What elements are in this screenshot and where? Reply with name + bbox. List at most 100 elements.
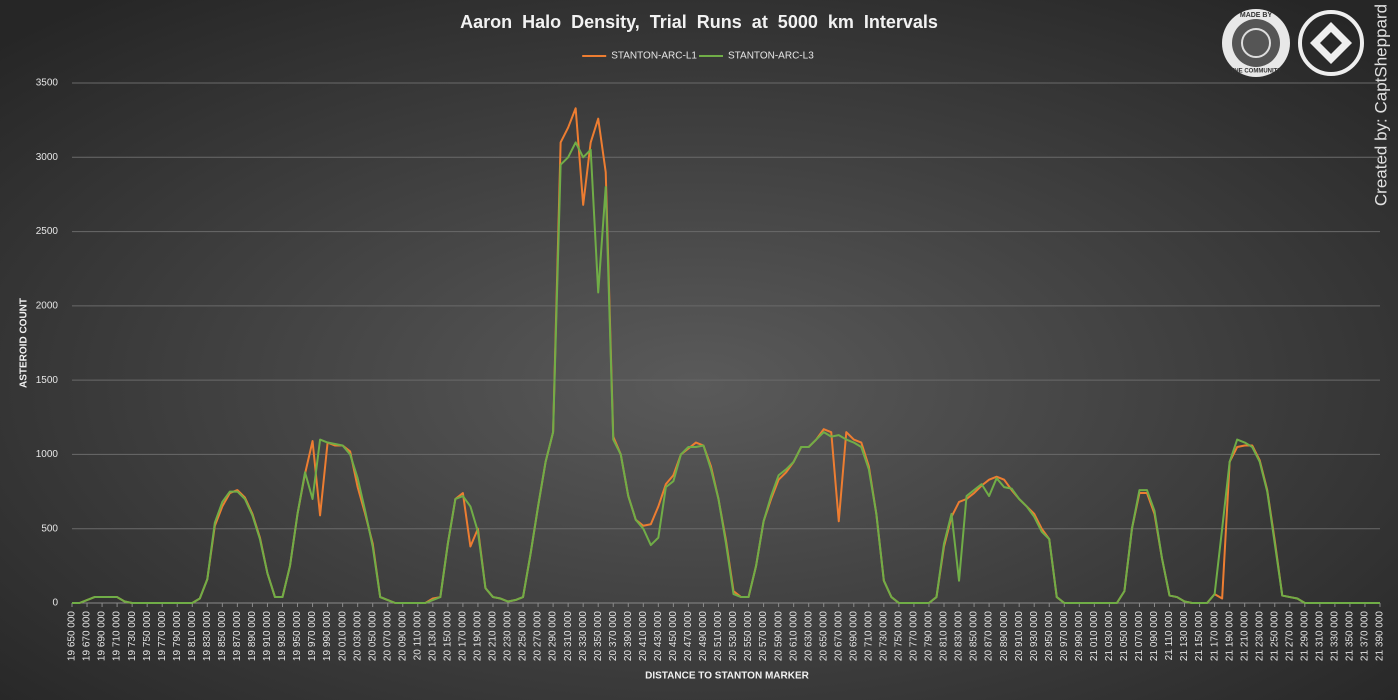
x-tick-label: 19 670 000 [82, 611, 93, 661]
x-tick-label: 19 830 000 [202, 611, 213, 661]
x-tick-label: 20 670 000 [833, 611, 844, 661]
x-tick-label: 21 310 000 [1315, 611, 1326, 661]
x-axis-title: DISTANCE TO STANTON MARKER [645, 671, 809, 682]
y-tick-label: 1000 [36, 449, 59, 460]
x-tick-label: 20 830 000 [954, 611, 965, 661]
x-tick-label: 20 730 000 [879, 611, 890, 661]
x-tick-label: 19 990 000 [322, 611, 333, 661]
x-tick-label: 21 010 000 [1089, 611, 1100, 661]
y-tick-label: 3000 [36, 152, 59, 163]
x-tick-label: 21 050 000 [1119, 611, 1130, 661]
x-tick-label: 20 150 000 [443, 611, 454, 661]
x-tick-label: 20 630 000 [803, 611, 814, 661]
x-tick-label: 20 990 000 [1074, 611, 1085, 661]
x-tick-label: 20 330 000 [578, 611, 589, 661]
logo-text: MADE BY [1240, 12, 1273, 19]
x-tick-label: 20 570 000 [758, 611, 769, 661]
x-tick-label: 19 910 000 [262, 611, 273, 661]
x-tick-label: 20 690 000 [848, 611, 859, 661]
x-tick-label: 20 030 000 [352, 611, 363, 661]
x-tick-label: 19 810 000 [187, 611, 198, 661]
x-tick-label: 20 950 000 [1044, 611, 1055, 661]
x-tick-label: 21 370 000 [1360, 611, 1371, 661]
x-tick-label: 20 870 000 [984, 611, 995, 661]
x-tick-label: 20 790 000 [924, 611, 935, 661]
y-tick-label: 3500 [36, 78, 59, 89]
x-tick-label: 21 190 000 [1224, 611, 1235, 661]
series-line [72, 141, 1380, 604]
x-tick-label: 20 370 000 [608, 611, 619, 661]
x-tick-label: 20 010 000 [337, 611, 348, 661]
x-tick-label: 19 950 000 [292, 611, 303, 661]
x-tick-label: 20 350 000 [593, 611, 604, 661]
x-tick-label: 20 530 000 [728, 611, 739, 661]
x-tick-label: 19 650 000 [67, 611, 78, 661]
x-tick-label: 20 310 000 [563, 611, 574, 661]
x-tick-label: 20 590 000 [773, 611, 784, 661]
x-tick-label: 20 490 000 [698, 611, 709, 661]
x-tick-label: 19 870 000 [232, 611, 243, 661]
credit: Created by: CaptSheppard [1371, 4, 1390, 206]
x-tick-label: 20 430 000 [653, 611, 664, 661]
x-tick-label: 20 750 000 [894, 611, 905, 661]
x-tick-label: 21 230 000 [1254, 611, 1265, 661]
x-tick-label: 20 890 000 [999, 611, 1010, 661]
x-tick-label: 20 210 000 [488, 611, 499, 661]
x-tick-label: 20 130 000 [427, 611, 438, 661]
x-tick-label: 20 450 000 [668, 611, 679, 661]
x-tick-label: 19 770 000 [157, 611, 168, 661]
x-tick-label: 20 050 000 [367, 611, 378, 661]
legend-label: STANTON-ARC-L1 [611, 51, 697, 62]
legend: STANTON-ARC-L1 STANTON-ARC-L3 [582, 51, 814, 62]
x-tick-label: 20 250 000 [518, 611, 529, 661]
x-tick-label: 19 850 000 [217, 611, 228, 661]
x-tick-label: 21 390 000 [1375, 611, 1386, 661]
x-tick-label: 20 270 000 [533, 611, 544, 661]
x-tick-label: 19 930 000 [277, 611, 288, 661]
x-tick-label: 20 710 000 [863, 611, 874, 661]
community-logo: MADE BY THE COMMUNITY [1222, 9, 1290, 77]
y-tick-label: 500 [41, 523, 58, 534]
x-tick-label: 19 730 000 [127, 611, 138, 661]
logo-emblem [1310, 22, 1352, 64]
x-tick-label: 19 790 000 [172, 611, 183, 661]
x-tick-label: 20 770 000 [909, 611, 920, 661]
x-tick-label: 20 910 000 [1014, 611, 1025, 661]
x-tick-label: 20 170 000 [458, 611, 469, 661]
x-tick-label: 20 550 000 [743, 611, 754, 661]
y-tick-label: 0 [52, 598, 58, 609]
logo-text: THE COMMUNITY [1231, 69, 1282, 75]
x-tick-label: 19 710 000 [112, 611, 123, 661]
x-tick-label: 21 270 000 [1284, 611, 1295, 661]
x-tick-label: 21 210 000 [1239, 611, 1250, 661]
y-tick-label: 2000 [36, 300, 59, 311]
x-tick-label: 20 510 000 [713, 611, 724, 661]
x-tick-label: 20 290 000 [548, 611, 559, 661]
x-tick-label: 21 250 000 [1269, 611, 1280, 661]
x-tick-label: 20 190 000 [473, 611, 484, 661]
y-tick-label: 1500 [36, 375, 59, 386]
x-tick-label: 19 690 000 [97, 611, 108, 661]
x-tick-label: 20 470 000 [683, 611, 694, 661]
x-tick-label: 20 810 000 [939, 611, 950, 661]
x-tick-label: 21 290 000 [1299, 611, 1310, 661]
x-tick-label: 21 330 000 [1330, 611, 1341, 661]
legend-label: STANTON-ARC-L3 [728, 51, 814, 62]
x-tick-label: 19 890 000 [247, 611, 258, 661]
x-tick-label: 21 030 000 [1104, 611, 1115, 661]
x-tick-label: 20 970 000 [1059, 611, 1070, 661]
x-tick-label: 20 410 000 [638, 611, 649, 661]
x-tick-label: 20 610 000 [788, 611, 799, 661]
x-tick-label: 21 090 000 [1149, 611, 1160, 661]
x-tick-label: 20 930 000 [1029, 611, 1040, 661]
logo-emblem [1241, 28, 1271, 58]
y-tick-label: 2500 [36, 226, 59, 237]
x-tick-label: 21 170 000 [1209, 611, 1220, 661]
logo-inner [1232, 19, 1280, 67]
chart-title: Aaron Halo Density, Trial Runs at 5000 k… [460, 12, 938, 32]
x-tick-label: 19 970 000 [307, 611, 318, 661]
x-tick-label: 21 070 000 [1134, 611, 1145, 661]
